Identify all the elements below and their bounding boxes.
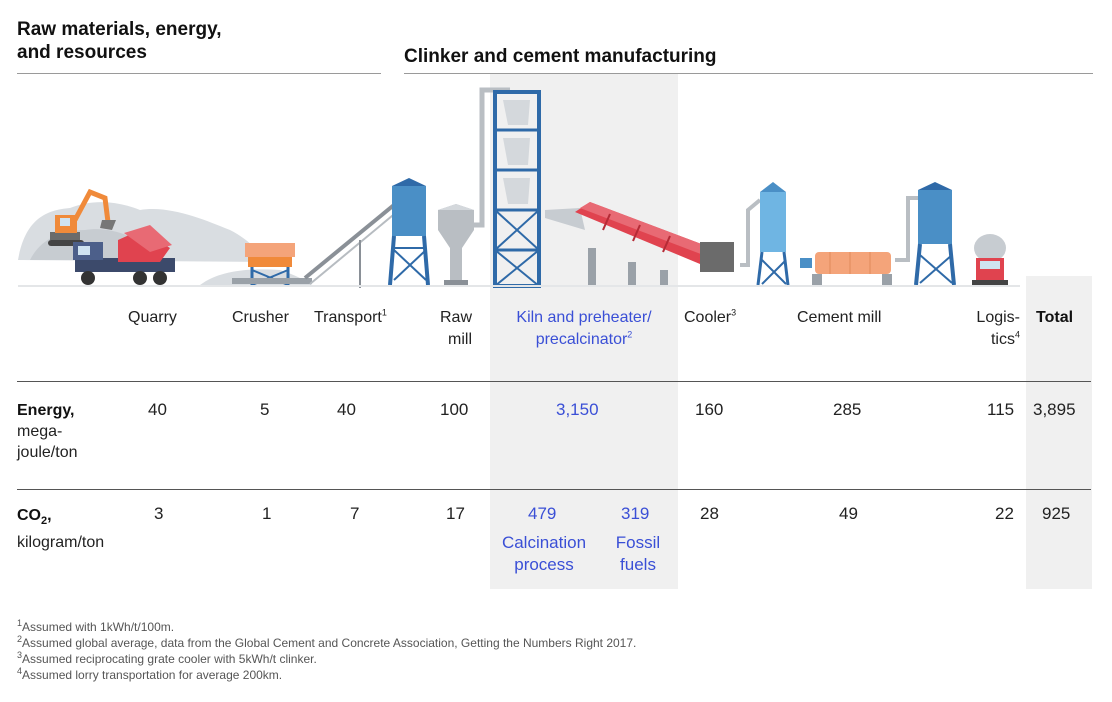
col-logistics: Logis- tics4 [950, 307, 1020, 351]
footnote-3: 3Assumed reciprocating grate cooler with… [17, 650, 317, 667]
co2-kiln-fossil-label: Fossil fuels [608, 532, 668, 576]
co2-cooler: 28 [700, 504, 719, 523]
co2-kiln-fossil: 319 [621, 504, 650, 523]
co2-kiln-calcination-label-line2: process [514, 555, 574, 574]
energy-logistics: 115 [987, 400, 1015, 419]
col-cooler: Cooler3 [684, 307, 736, 329]
co2-kiln-calcination-label: Calcination process [492, 532, 596, 576]
footnote-4: 4Assumed lorry transportation for averag… [17, 666, 283, 683]
col-logistics-line2: tics4 [950, 329, 1020, 351]
rotary-kiln-icon [545, 202, 734, 286]
preheater-tower-icon [493, 90, 541, 288]
col-total: Total [1036, 309, 1074, 326]
energy-quarry: 40 [148, 400, 167, 419]
energy-total: 3,895 [1033, 400, 1076, 419]
co2-cement-mill: 49 [839, 504, 858, 523]
co2-kiln-fossil-label-line1: Fossil [615, 533, 661, 552]
energy-crusher: 5 [260, 400, 270, 419]
cement-mill-icon [800, 196, 918, 286]
co2-quarry: 3 [154, 504, 164, 523]
cement-silo-tower-icon [914, 182, 956, 286]
section-title-clinker: Clinker and cement manufacturing [404, 46, 717, 67]
col-cement-mill: Cement mill [797, 309, 882, 326]
co2-kiln-calcination: 479 [528, 504, 557, 523]
col-kiln-line2: precalcinator2 [490, 329, 678, 351]
row-co2-label-bold: CO2, [17, 507, 52, 528]
col-raw-mill-line1: Raw [439, 309, 472, 326]
col-cooler-label: Cooler [684, 309, 732, 326]
section-rule-clinker [404, 73, 1093, 74]
row-energy-label-line3: joule/ton [17, 444, 78, 461]
co2-transport: 7 [350, 504, 360, 523]
raw-silo-tower-icon [388, 178, 430, 286]
col-kiln-line1: Kiln and preheater/ [516, 309, 652, 326]
section-title-raw-line2: and resources [17, 42, 147, 63]
row-co2-label-line2: kilogram/ton [17, 534, 105, 552]
cement-lorry-icon [972, 234, 1008, 285]
energy-raw-mill: 100 [440, 400, 469, 419]
co2-raw-mill: 17 [446, 504, 465, 523]
conveyor-icon [303, 198, 405, 288]
excavator-icon [48, 188, 116, 246]
energy-cooler: 160 [695, 400, 724, 419]
co2-kiln-calcination-label-line1: Calcination [501, 533, 587, 552]
col-transport-note: 1 [381, 307, 387, 318]
section-title-raw-line1: Raw materials, energy, [17, 19, 222, 40]
co2-kiln-fossil-label-line2: fuels [620, 555, 656, 574]
row-co2-label: CO2, kilogram/ton [17, 505, 104, 553]
section-title-raw-materials: Raw materials, energy, and resources [17, 18, 222, 64]
col-kiln-line2-label: precalcinator [535, 331, 628, 348]
footnote-1: 1Assumed with 1kWh/t/100m. [17, 618, 175, 635]
col-kiln: Kiln and preheater/ precalcinator2 [490, 307, 678, 351]
total-column-shade [1026, 276, 1092, 589]
col-logistics-line2-label: tics [990, 331, 1015, 348]
col-quarry: Quarry [128, 309, 177, 326]
dump-truck-icon [73, 225, 175, 285]
col-cooler-note: 3 [731, 307, 737, 318]
col-transport-label: Transport [314, 309, 382, 326]
col-transport: Transport1 [314, 307, 387, 329]
col-raw-mill: Raw mill [420, 307, 472, 351]
row-energy-label-line2: mega- [17, 423, 63, 440]
energy-cement-mill: 285 [833, 400, 862, 419]
energy-kiln: 3,150 [556, 400, 599, 419]
preheater-feed-pipe-icon [474, 87, 510, 228]
section-rule-raw [17, 73, 381, 74]
col-raw-mill-line2: mill [448, 331, 472, 348]
co2-logistics: 22 [995, 504, 1014, 523]
process-illustration [18, 87, 1020, 288]
col-kiln-note: 2 [627, 329, 633, 340]
col-logistics-line1: Logis- [976, 309, 1020, 326]
footnote-2: 2Assumed global average, data from the G… [17, 634, 637, 651]
co2-total: 925 [1042, 504, 1071, 523]
energy-transport: 40 [337, 400, 356, 419]
row-energy-label-bold: Energy, [17, 402, 75, 419]
table-rule-middle [17, 489, 1091, 490]
col-logistics-note: 4 [1014, 329, 1020, 340]
raw-mill-icon [438, 204, 474, 286]
crusher-icon [200, 243, 312, 286]
col-crusher: Crusher [232, 309, 289, 326]
cooler-silo-icon [740, 182, 790, 286]
row-energy-label: Energy, mega- joule/ton [17, 400, 78, 463]
table-rule-top [17, 381, 1091, 382]
co2-crusher: 1 [262, 504, 272, 523]
